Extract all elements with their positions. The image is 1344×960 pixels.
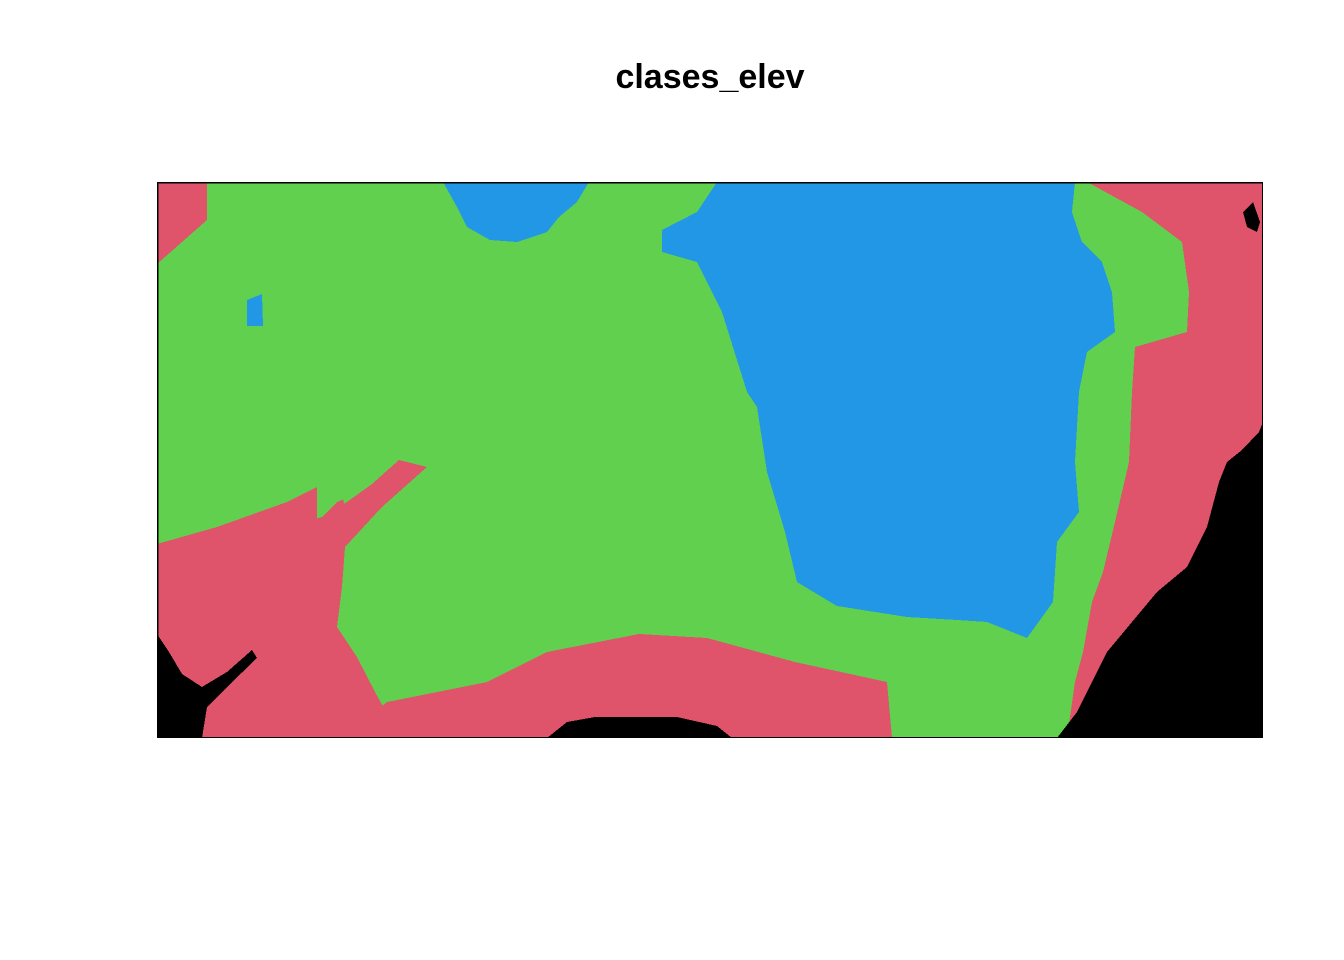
class-blue-east <box>662 182 1115 638</box>
class-blue-north <box>443 182 589 242</box>
class-blue-speck <box>247 294 263 326</box>
class-black-speck <box>1112 675 1135 692</box>
class-green-notch <box>317 462 432 522</box>
raster-svg <box>157 182 1263 738</box>
class-black-south-edge <box>547 717 732 738</box>
class-black-southwest-edge <box>157 634 257 738</box>
class-red-patch-northwest <box>157 182 207 264</box>
raster-map <box>157 182 1263 738</box>
class-black-east-edge <box>1057 352 1263 738</box>
plot-title: clases_elev <box>615 58 805 96</box>
class-black-northeast-edge <box>1243 202 1260 232</box>
plot-border <box>157 182 1263 738</box>
class-red-patch-west <box>157 460 427 738</box>
